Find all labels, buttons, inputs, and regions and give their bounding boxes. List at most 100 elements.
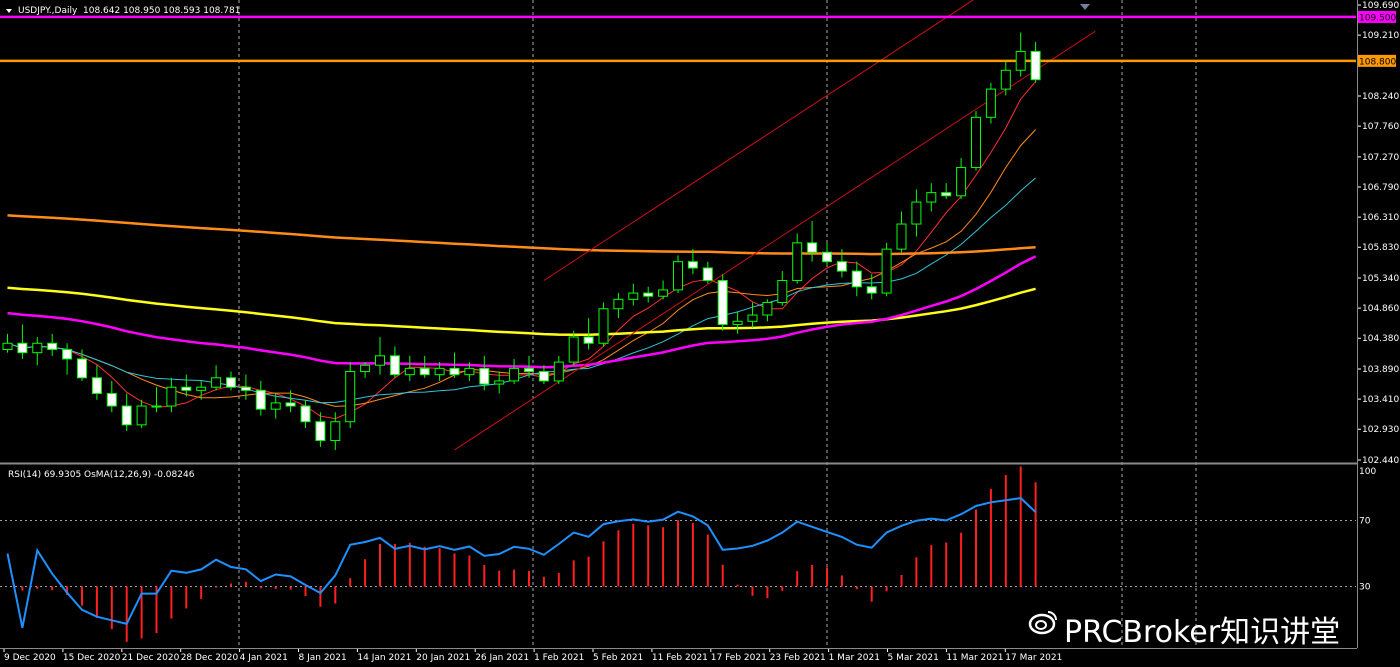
time-tick-label: 15 Dec 2020	[63, 653, 121, 663]
dropdown-triangle-icon[interactable]	[6, 9, 12, 13]
candle-up	[464, 367, 475, 376]
level-label-box	[1358, 54, 1396, 67]
candle-up	[1015, 50, 1026, 71]
candle-down	[807, 242, 818, 253]
candle-down	[822, 251, 832, 263]
candle-up	[345, 371, 356, 423]
time-tick-label: 11 Feb 2021	[652, 653, 708, 663]
candle-up	[196, 386, 207, 391]
ohlc-values: 108.642 108.950 108.593 108.781	[83, 6, 240, 16]
candle-up	[613, 298, 624, 310]
candle-up	[628, 292, 639, 300]
candle-up	[658, 289, 669, 297]
candle-up	[509, 367, 520, 382]
candle-up	[330, 421, 341, 442]
candle-down	[836, 261, 847, 272]
price-tick-label: 102.440	[1362, 456, 1399, 466]
symbol-label: USDJPY.,Daily	[18, 6, 78, 16]
candle-up	[926, 192, 937, 203]
candle-down	[77, 358, 87, 379]
candle-down	[941, 192, 952, 197]
time-tick-label: 28 Dec 2020	[181, 653, 239, 663]
candle-up	[404, 367, 415, 376]
candle-up	[553, 361, 564, 382]
candle-up	[270, 402, 281, 410]
candle-up	[211, 377, 222, 388]
channel-line	[543, 0, 975, 281]
candle-down	[300, 405, 311, 423]
time-tick-label: 4 Jan 2021	[240, 653, 288, 663]
rsi-panel	[6, 466, 1037, 642]
candle-up	[151, 405, 162, 408]
candle-up	[375, 355, 385, 366]
shift-marker-icon[interactable]	[1080, 4, 1090, 10]
candle-up	[166, 386, 177, 407]
candle-down	[240, 386, 251, 391]
candle-down	[687, 261, 698, 269]
price-tick-label: 103.890	[1362, 365, 1399, 375]
candle-up	[732, 320, 743, 325]
candle-down	[106, 392, 117, 407]
time-axis: 9 Dec 2020 15 Dec 2020 21 Dec 2020 28 Dec 2…	[3, 648, 1062, 663]
candle-up	[434, 367, 445, 376]
weibo-logo-icon	[1028, 611, 1057, 635]
price-axis: 109.500 108.800 102.440 102.930 103.410 103.8…	[1357, 1, 1399, 593]
price-tick-label: 109.690	[1362, 1, 1399, 11]
rsi-line	[6, 497, 1037, 628]
candle-down	[702, 267, 713, 282]
candle-up	[747, 314, 758, 322]
time-tick-label: 1 Feb 2021	[534, 653, 584, 663]
price-tick-label: 105.830	[1362, 243, 1399, 253]
candle-down	[62, 349, 73, 360]
candle-up	[136, 405, 147, 426]
ma-100-line	[7, 286, 1036, 337]
candle-up	[971, 116, 981, 169]
time-tick-label: 21 Dec 2020	[122, 653, 180, 663]
channel-line	[454, 30, 1096, 451]
level-label: 108.800	[1359, 57, 1396, 67]
time-tick-label: 5 Feb 2021	[593, 653, 643, 663]
candle-down	[285, 402, 296, 407]
time-tick-label: 20 Jan 2021	[416, 653, 470, 663]
candle-up	[673, 261, 683, 291]
price-tick-label: 104.860	[1362, 304, 1399, 314]
horizontal-levels[interactable]	[0, 15, 1356, 63]
candle-up	[360, 364, 371, 373]
level-label: 109.500	[1359, 13, 1396, 23]
time-tick-label: 8 Jan 2021	[299, 653, 347, 663]
candle-down	[866, 286, 877, 294]
candle-down	[643, 292, 654, 297]
grid-lines	[0, 0, 1356, 648]
price-tick-label: 107.760	[1362, 122, 1399, 132]
candle-down	[17, 342, 28, 354]
candle-down	[91, 377, 102, 394]
watermark-text: PRCBroker知识讲堂	[1064, 615, 1340, 650]
price-tick-label: 104.380	[1362, 334, 1399, 344]
ma-slow-line	[7, 177, 1036, 404]
candle-down	[181, 386, 192, 391]
candle-down	[538, 371, 549, 382]
candle-up	[896, 223, 907, 250]
candle-down	[315, 421, 326, 442]
time-tick-label: 26 Jan 2021	[475, 653, 529, 663]
candle-down	[226, 377, 236, 388]
candle-down	[583, 336, 594, 344]
candle-down	[1030, 50, 1041, 81]
time-tick-label: 9 Dec 2020	[4, 653, 56, 663]
time-tick-label: 5 Mar 2021	[888, 653, 939, 663]
moving-averages	[7, 81, 1037, 420]
candle-up	[777, 280, 788, 303]
rsi-tick-label: 100	[1359, 467, 1376, 477]
candle-up	[494, 380, 505, 385]
price-tick-label: 105.340	[1362, 274, 1399, 284]
rsi-tick-label: 30	[1359, 583, 1371, 593]
ma-200-line	[7, 214, 1036, 256]
time-tick-label: 17 Mar 2021	[1005, 653, 1062, 663]
candle-down	[121, 405, 132, 426]
candle-up	[1000, 69, 1011, 90]
candle-down	[449, 367, 460, 376]
candle-up	[32, 342, 43, 354]
time-tick-label: 17 Feb 2021	[711, 653, 767, 663]
price-tick-label: 106.310	[1362, 213, 1399, 223]
